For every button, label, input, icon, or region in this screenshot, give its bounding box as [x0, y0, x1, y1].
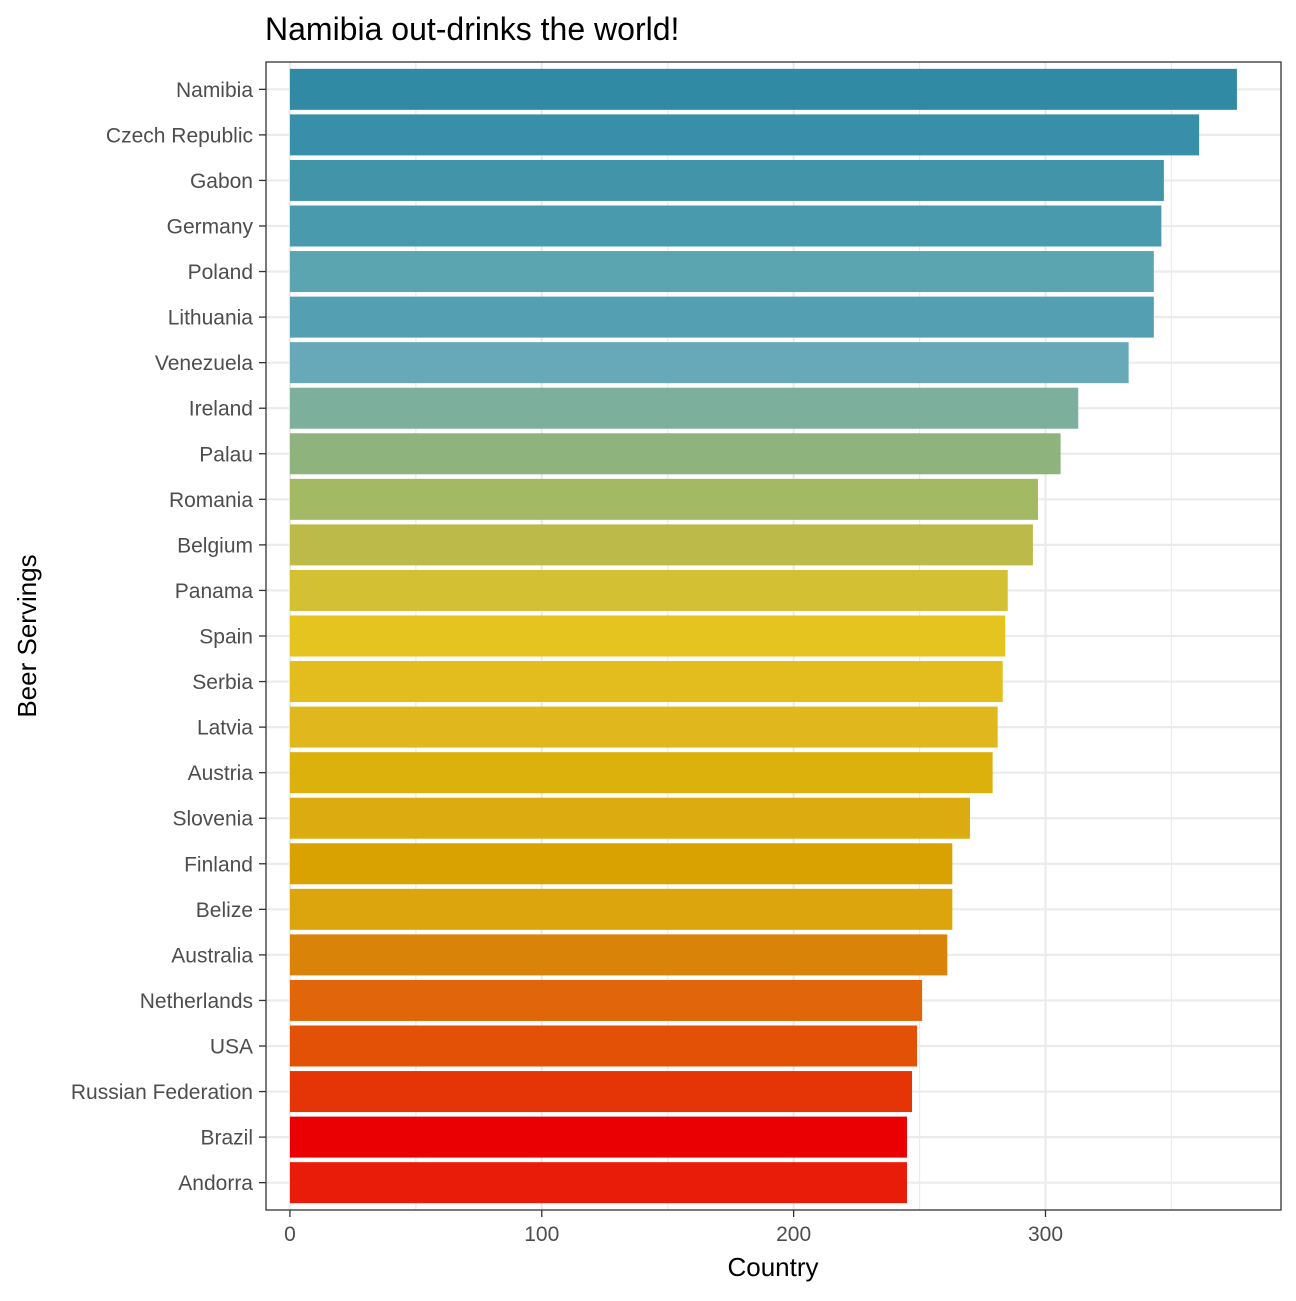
bar-palau — [289, 433, 1061, 475]
bar-venezuela — [289, 342, 1129, 384]
y-tick-label: Australia — [171, 944, 253, 967]
x-tick-label: 0 — [284, 1223, 296, 1246]
y-tick-label: Ireland — [189, 398, 253, 421]
bar-australia — [289, 934, 948, 976]
y-tick-label: USA — [210, 1036, 253, 1059]
y-tick-label: Serbia — [192, 671, 253, 694]
y-tick-label: Germany — [167, 216, 254, 239]
chart-title: Namibia out-drinks the world! — [265, 11, 679, 47]
y-axis: Namibia Czech Republic Gabon Germany Poland L… — [71, 79, 266, 1195]
y-tick-label: Belize — [196, 899, 253, 922]
bar-lithuania — [289, 296, 1154, 338]
x-tick-label: 300 — [1028, 1223, 1063, 1246]
bar-germany — [289, 205, 1162, 247]
y-tick-label: Namibia — [176, 79, 253, 102]
bar-slovenia — [289, 797, 970, 839]
bars — [289, 68, 1237, 1204]
y-tick-label: Gabon — [190, 170, 253, 193]
bar-spain — [289, 615, 1006, 657]
x-axis-title: Country — [727, 1252, 818, 1282]
y-tick-label: Andorra — [178, 1172, 253, 1195]
y-tick-label: Palau — [199, 443, 253, 466]
y-tick-label: Czech Republic — [106, 124, 253, 147]
y-tick-label: Russian Federation — [71, 1081, 253, 1104]
y-tick-label: Panama — [175, 580, 254, 603]
bar-netherlands — [289, 979, 923, 1021]
y-axis-title: Beer Servings — [12, 554, 42, 717]
bar-gabon — [289, 159, 1164, 201]
bar-andorra — [289, 1162, 907, 1204]
bar-czech-republic — [289, 114, 1200, 156]
y-tick-label: Brazil — [200, 1127, 253, 1150]
bar-austria — [289, 752, 993, 794]
bar-usa — [289, 1025, 918, 1067]
y-tick-label: Lithuania — [168, 307, 254, 330]
bar-poland — [289, 251, 1154, 293]
x-axis: 0 100 200 300 — [284, 1210, 1063, 1246]
x-tick-label: 200 — [776, 1223, 811, 1246]
y-tick-label: Slovenia — [172, 808, 253, 831]
y-tick-label: Poland — [188, 261, 253, 284]
x-tick-label: 100 — [524, 1223, 559, 1246]
bar-ireland — [289, 387, 1079, 429]
y-tick-label: Finland — [184, 853, 253, 876]
y-tick-label: Romania — [169, 489, 253, 512]
bar-belgium — [289, 524, 1033, 566]
y-tick-label: Spain — [199, 626, 253, 649]
bar-namibia — [289, 68, 1237, 110]
bar-romania — [289, 478, 1038, 520]
y-tick-label: Venezuela — [155, 352, 253, 375]
bar-finland — [289, 843, 953, 885]
y-tick-label: Netherlands — [140, 990, 253, 1013]
bar-belize — [289, 888, 953, 930]
y-tick-label: Austria — [188, 762, 254, 785]
y-tick-label: Latvia — [197, 717, 253, 740]
bar-russian-federation — [289, 1071, 913, 1113]
bar-brazil — [289, 1116, 907, 1158]
bar-serbia — [289, 661, 1003, 703]
bar-latvia — [289, 706, 998, 748]
bar-panama — [289, 569, 1008, 611]
y-tick-label: Belgium — [177, 534, 253, 557]
